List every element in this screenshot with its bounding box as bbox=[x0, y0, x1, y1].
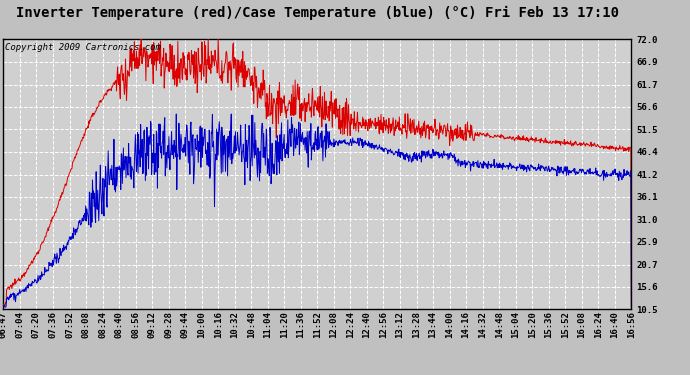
Text: Copyright 2009 Cartronics.com: Copyright 2009 Cartronics.com bbox=[5, 44, 161, 52]
Text: Inverter Temperature (red)/Case Temperature (blue) (°C) Fri Feb 13 17:10: Inverter Temperature (red)/Case Temperat… bbox=[16, 6, 619, 20]
